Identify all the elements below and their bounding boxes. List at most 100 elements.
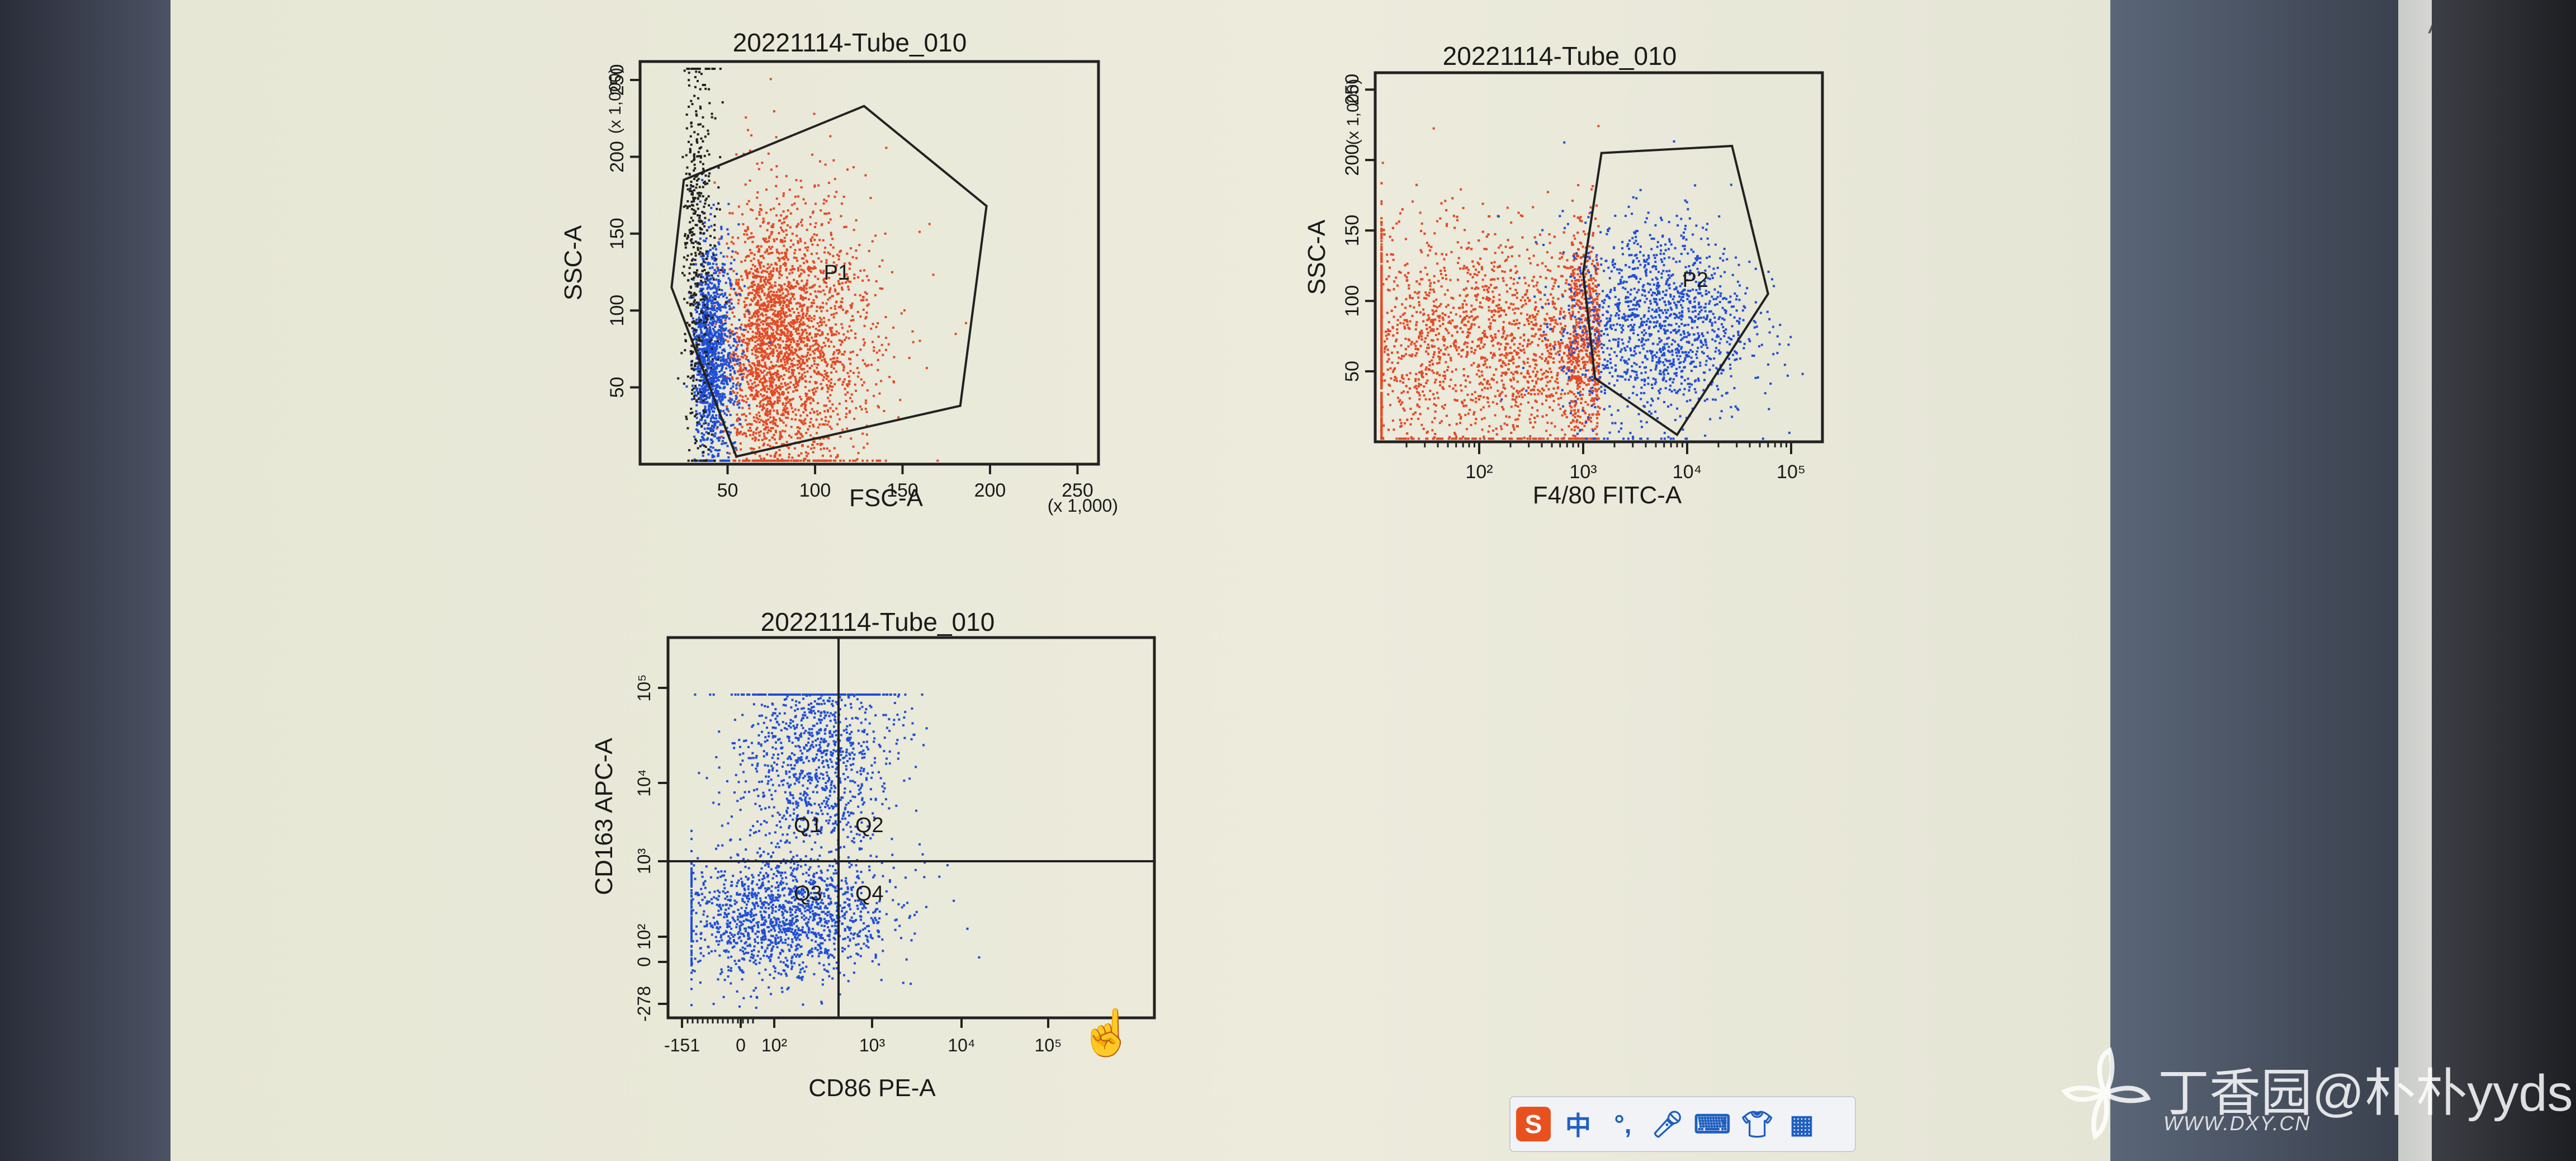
scatter-point (903, 309, 906, 312)
scatter-point (787, 290, 789, 293)
scatter-point (795, 432, 798, 435)
scatter-point (716, 376, 719, 379)
scatter-point (774, 323, 777, 325)
scatter-point (711, 416, 713, 418)
scatter-point (699, 88, 702, 91)
scatter-point (911, 330, 914, 333)
scatter-point (770, 301, 773, 304)
scatter-point (789, 351, 792, 353)
scatter-point (741, 333, 744, 336)
scatter-point (802, 459, 805, 462)
scatter-point (798, 379, 801, 382)
scatter-point (825, 404, 828, 407)
scatter-point (745, 376, 748, 379)
scatter-point (785, 388, 788, 391)
scatter-point (782, 192, 785, 195)
scatter-point (875, 280, 878, 283)
scatter-point (694, 263, 697, 266)
scatter-point (688, 449, 691, 452)
scatter-point (785, 340, 788, 343)
scatter-point (738, 387, 741, 390)
scatter-point (719, 252, 722, 254)
scatter-point (702, 265, 705, 268)
scatter-point (763, 432, 765, 435)
scatter-point (861, 359, 864, 362)
scatter-point (717, 454, 719, 457)
scatter-point (735, 360, 738, 362)
scatter-point (804, 355, 807, 358)
scatter-point (732, 351, 735, 353)
scatter-point (753, 381, 756, 384)
scatter-point (773, 433, 775, 436)
scatter-point (782, 195, 785, 197)
scatter-point (768, 368, 771, 371)
scatter-point (816, 234, 818, 237)
scatter-point (705, 409, 708, 412)
scatter-point (720, 319, 723, 322)
scatter-point (712, 403, 714, 405)
scatter-point (723, 348, 726, 351)
scatter-point (756, 196, 759, 199)
scatter-point (845, 273, 848, 276)
scatter-point (708, 372, 711, 375)
gate-p1-polygon[interactable] (670, 105, 988, 458)
scatter-point (778, 295, 780, 298)
scatter-point (815, 310, 818, 313)
scatter-point (865, 275, 868, 277)
scatter-point (759, 345, 762, 348)
scatter-point (807, 337, 809, 340)
scatter-point (751, 375, 754, 377)
scatter-point (861, 279, 864, 282)
scatter-point (747, 237, 750, 240)
scatter-point (741, 389, 744, 391)
scatter-point (705, 252, 708, 255)
scatter-point (813, 387, 816, 390)
scatter-point (825, 213, 828, 215)
scatter-point (700, 137, 703, 140)
scatter-point (699, 319, 702, 322)
scatter-point (777, 338, 780, 341)
scatter-point (828, 212, 831, 215)
scatter-point (698, 219, 700, 222)
scatter-point (706, 367, 709, 370)
scatter-point (705, 438, 708, 441)
scatter-point (827, 251, 830, 254)
scatter-point (723, 333, 726, 336)
scatter-point (708, 299, 711, 302)
scatter-point (783, 318, 786, 321)
scatter-point (717, 296, 720, 299)
scatter-point (699, 325, 702, 328)
scatter-point (713, 459, 716, 462)
scatter-point (707, 250, 710, 253)
scatter-point (685, 154, 688, 157)
scatter-point (693, 155, 695, 158)
scatter-point (727, 300, 730, 303)
scatter-point (731, 236, 734, 239)
scatter-point (798, 372, 801, 375)
scatter-point (830, 389, 833, 391)
scatter-point (832, 333, 835, 336)
scatter-point (705, 351, 708, 353)
scatter-point (749, 317, 751, 319)
scatter-point (773, 390, 775, 393)
scatter-point (781, 391, 784, 394)
scatter-point (808, 298, 811, 301)
scatter-point (800, 363, 803, 366)
scatter-point (828, 291, 831, 294)
scatter-point (746, 347, 749, 350)
scatter-point (752, 296, 755, 299)
scatter-point (703, 411, 705, 414)
scatter-point (712, 378, 715, 381)
scatter-point (817, 257, 820, 260)
scatter-point (783, 258, 785, 261)
scatter-point (723, 271, 726, 274)
scatter-point (842, 366, 845, 369)
scatter-point (807, 268, 809, 271)
scatter-point (819, 320, 822, 323)
scatter-point (694, 308, 697, 311)
scatter-point (687, 279, 690, 282)
scatter-point (788, 309, 790, 312)
scatter-point (693, 391, 696, 394)
scatter-point (706, 348, 709, 351)
scatter-point (836, 253, 839, 256)
